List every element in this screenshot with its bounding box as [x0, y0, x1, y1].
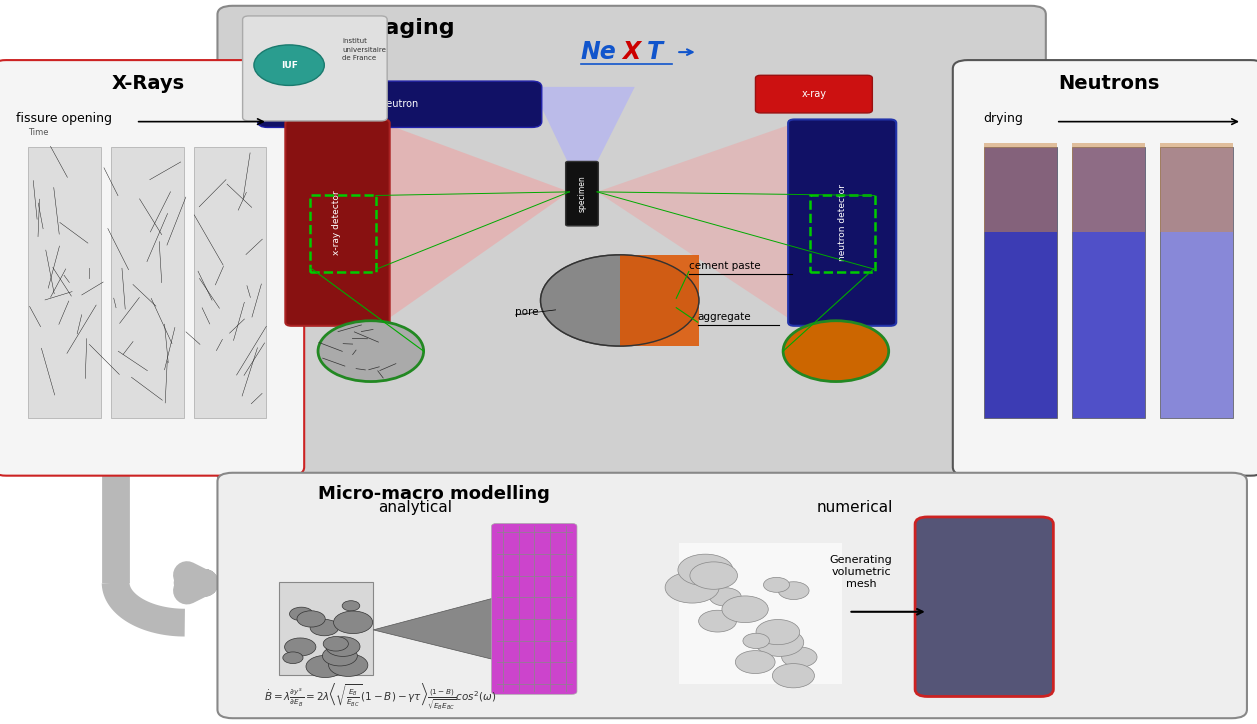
Polygon shape	[597, 123, 794, 322]
Polygon shape	[532, 87, 635, 192]
Bar	[1160, 143, 1233, 232]
Circle shape	[778, 582, 810, 599]
Circle shape	[665, 572, 719, 603]
Bar	[810, 195, 875, 272]
Circle shape	[323, 636, 348, 651]
FancyBboxPatch shape	[491, 523, 577, 694]
Bar	[111, 147, 184, 418]
Circle shape	[678, 554, 733, 586]
Text: fissure opening: fissure opening	[16, 111, 112, 125]
FancyBboxPatch shape	[0, 60, 304, 476]
Text: x-ray: x-ray	[802, 89, 827, 99]
Circle shape	[709, 588, 742, 606]
Circle shape	[289, 607, 313, 620]
Text: X: X	[622, 40, 641, 64]
Circle shape	[318, 321, 424, 382]
Circle shape	[755, 628, 803, 657]
Circle shape	[699, 610, 737, 632]
Circle shape	[735, 651, 776, 673]
Text: institut
universitaire
de France: institut universitaire de France	[342, 38, 386, 62]
Polygon shape	[620, 255, 699, 346]
Bar	[679, 543, 842, 684]
Text: 5D imaging: 5D imaging	[312, 17, 455, 38]
Text: numerical: numerical	[817, 500, 892, 515]
Text: Time: Time	[28, 127, 48, 137]
Bar	[28, 147, 101, 418]
Circle shape	[333, 611, 372, 634]
Circle shape	[342, 601, 360, 611]
Text: Micro-macro modelling: Micro-macro modelling	[318, 485, 549, 502]
Circle shape	[722, 596, 768, 623]
Circle shape	[783, 321, 889, 382]
FancyBboxPatch shape	[915, 517, 1053, 696]
Circle shape	[310, 619, 338, 636]
Text: cement paste: cement paste	[689, 261, 760, 272]
Text: X-Rays: X-Rays	[112, 74, 185, 93]
Text: pore: pore	[515, 307, 539, 317]
Circle shape	[772, 664, 815, 688]
FancyBboxPatch shape	[566, 161, 598, 226]
Text: specimen: specimen	[577, 175, 587, 211]
Circle shape	[743, 634, 769, 649]
Bar	[1160, 147, 1233, 418]
FancyBboxPatch shape	[788, 119, 896, 326]
Circle shape	[323, 646, 357, 666]
FancyBboxPatch shape	[953, 60, 1257, 476]
Text: x-ray detector: x-ray detector	[332, 190, 342, 256]
FancyBboxPatch shape	[755, 75, 872, 113]
Circle shape	[297, 611, 326, 627]
Circle shape	[305, 655, 344, 678]
Bar	[1072, 147, 1145, 418]
FancyBboxPatch shape	[217, 6, 1046, 483]
Bar	[310, 195, 376, 272]
Text: Ne: Ne	[581, 40, 616, 64]
FancyBboxPatch shape	[217, 473, 1247, 718]
Polygon shape	[383, 123, 569, 322]
Circle shape	[328, 654, 368, 676]
Bar	[984, 143, 1057, 232]
FancyBboxPatch shape	[258, 81, 542, 127]
Text: drying: drying	[983, 111, 1023, 125]
Bar	[194, 147, 266, 418]
Circle shape	[284, 638, 316, 656]
Text: neutron: neutron	[381, 99, 419, 109]
Bar	[279, 582, 373, 675]
Circle shape	[283, 652, 303, 664]
Text: $\dot{B} = \lambda \frac{\partial y^{s}}{\partial E_{B}} = 2\lambda \left\langle: $\dot{B} = \lambda \frac{\partial y^{s}}…	[264, 681, 497, 712]
FancyBboxPatch shape	[285, 119, 390, 326]
Text: Neutrons: Neutrons	[1058, 74, 1159, 93]
Text: neutron detector: neutron detector	[837, 185, 847, 261]
Circle shape	[782, 647, 817, 668]
Circle shape	[755, 620, 799, 644]
Circle shape	[326, 636, 360, 657]
Circle shape	[254, 45, 324, 85]
Text: T: T	[647, 40, 664, 64]
Text: IUF: IUF	[280, 61, 298, 70]
Text: aggregate: aggregate	[698, 312, 752, 322]
Circle shape	[690, 562, 738, 589]
Polygon shape	[373, 597, 497, 660]
Circle shape	[541, 255, 699, 346]
Bar	[984, 147, 1057, 418]
Circle shape	[763, 577, 789, 592]
Text: analytical: analytical	[378, 500, 451, 515]
Text: Generating
volumetric
mesh: Generating volumetric mesh	[830, 555, 892, 589]
FancyBboxPatch shape	[243, 16, 387, 121]
Bar	[1072, 143, 1145, 232]
